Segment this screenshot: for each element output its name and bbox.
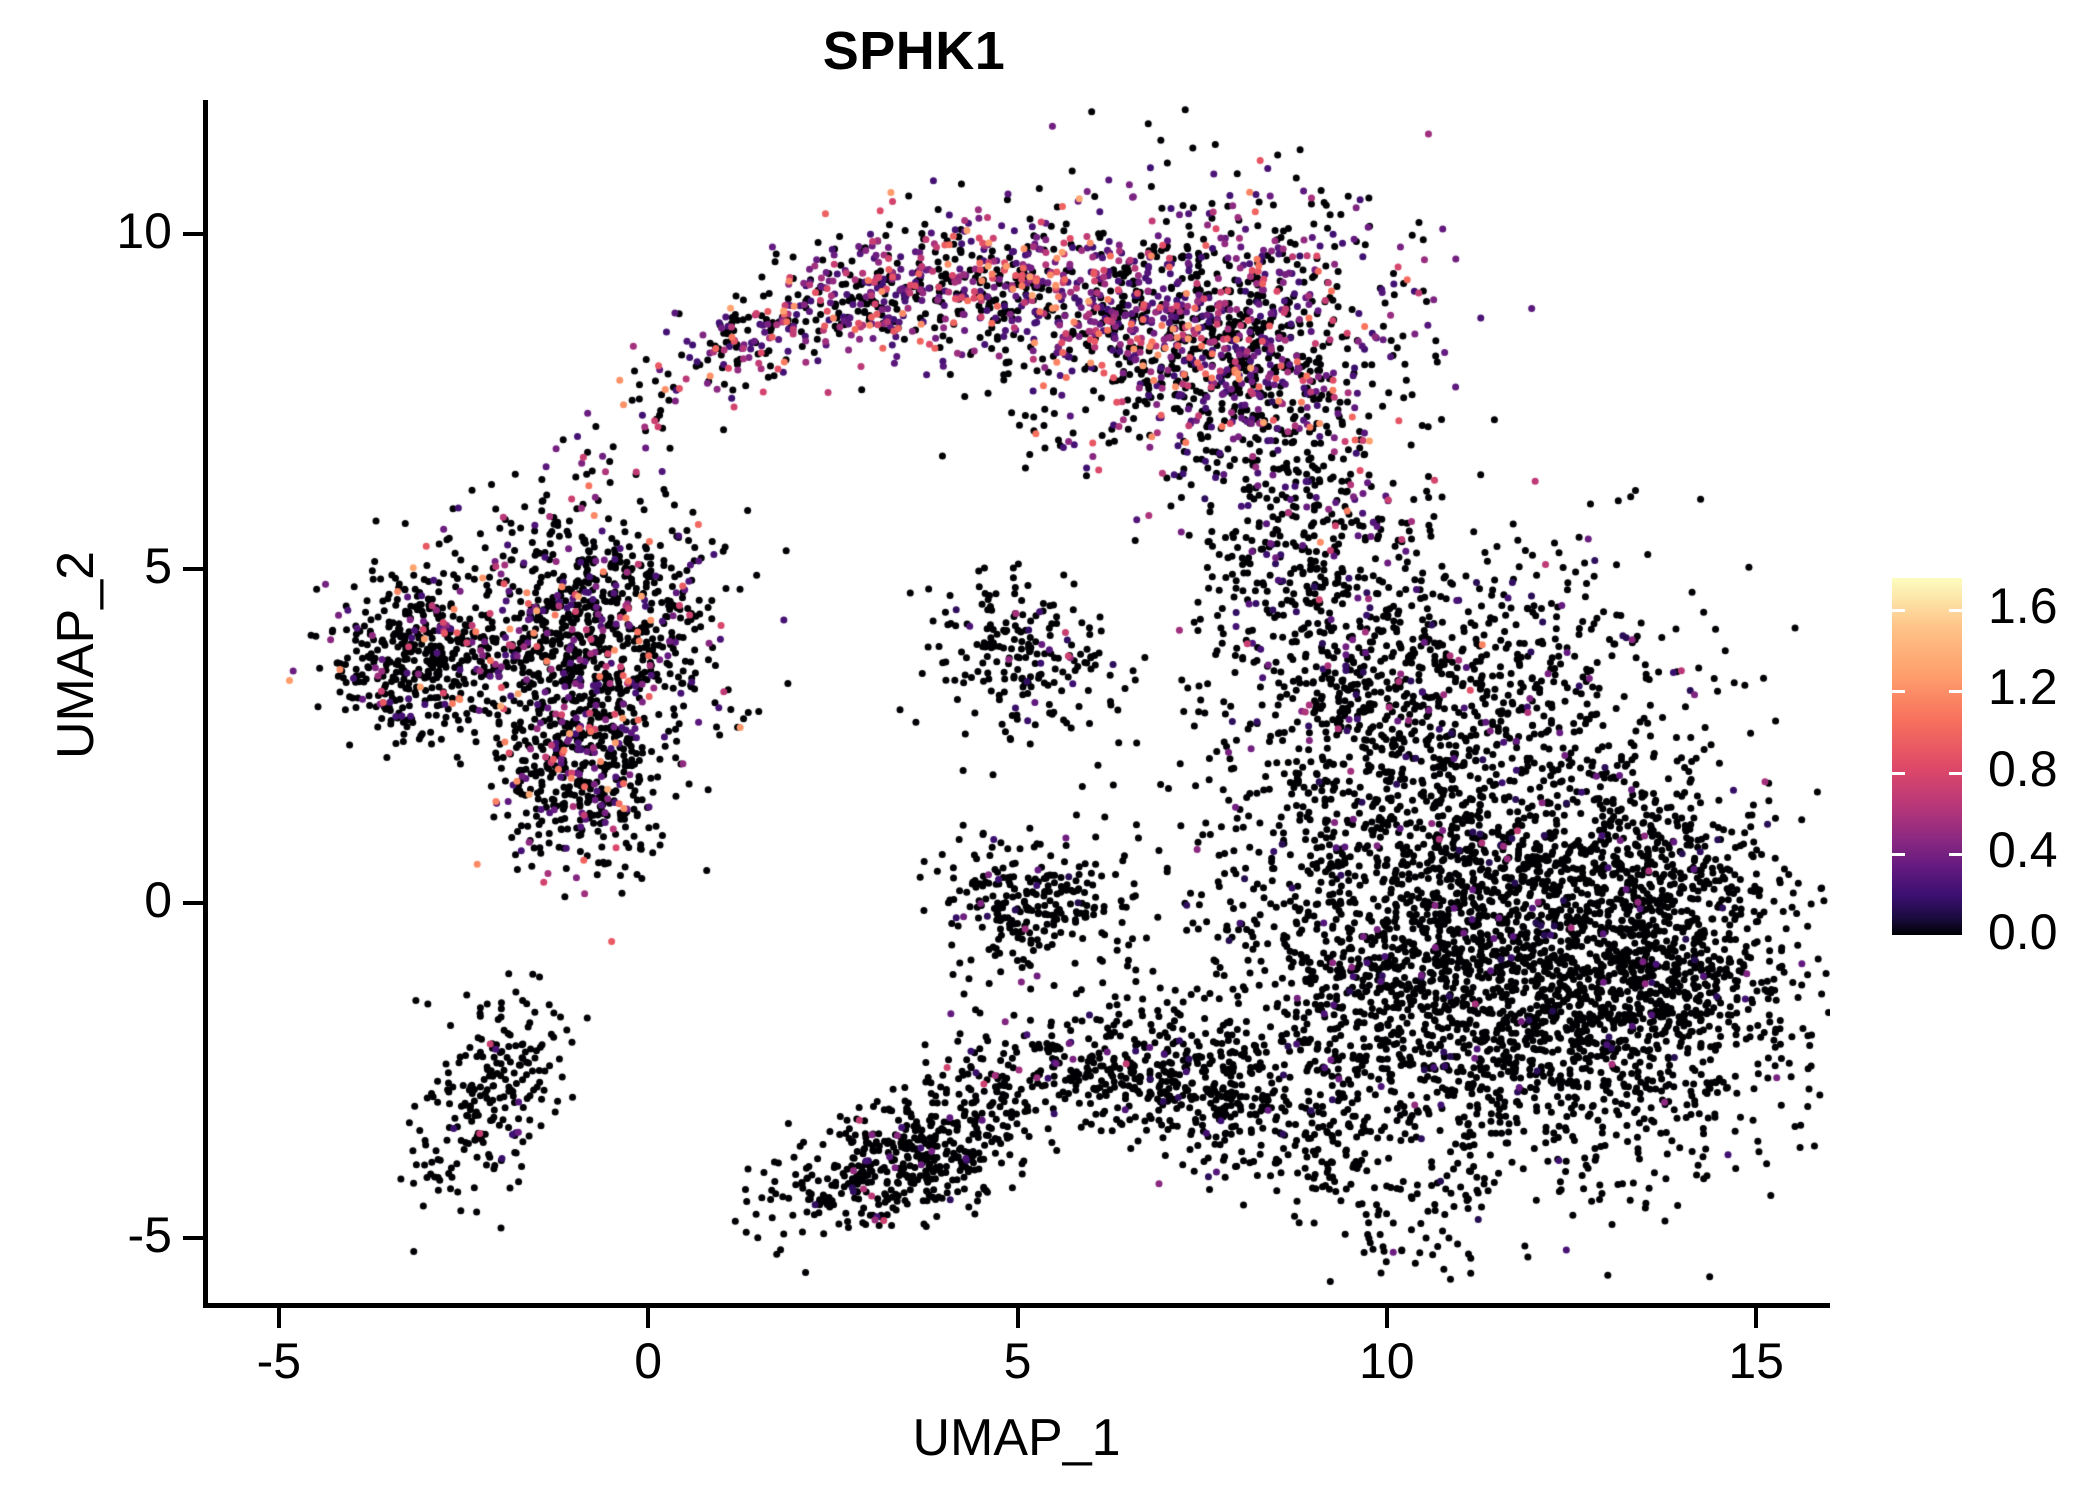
- colorbar-tick-mark: [1892, 771, 1905, 775]
- y-tick-label: 5: [144, 537, 172, 594]
- colorbar-tick-label: 0.4: [1988, 822, 2058, 879]
- y-tick-label: 10: [116, 202, 172, 259]
- colorbar-tick-mark: [1949, 853, 1962, 857]
- colorbar-tick-mark: [1892, 853, 1905, 857]
- y-tick-label: 0: [144, 872, 172, 929]
- x-tick-label: 0: [634, 1333, 663, 1389]
- scatter-plot-canvas: [205, 100, 1830, 1305]
- colorbar-tick-label: 0.0: [1988, 904, 2058, 960]
- colorbar-tick-mark: [1892, 690, 1905, 694]
- colorbar-tick-mark: [1949, 690, 1962, 694]
- colorbar-tick-label: 0.8: [1988, 740, 2058, 797]
- x-tick-label: 15: [1728, 1333, 1784, 1389]
- y-tick-mark: [183, 1236, 203, 1241]
- x-axis-title: UMAP_1: [912, 1409, 1121, 1467]
- y-axis-title: UMAP_2: [47, 550, 105, 760]
- x-axis-line: [203, 1303, 1830, 1308]
- y-tick-label: -5: [127, 1207, 172, 1264]
- colorbar-tick-mark: [1949, 935, 1962, 938]
- y-tick-mark: [183, 901, 203, 906]
- x-tick-label: -5: [256, 1333, 302, 1389]
- x-tick-mark: [276, 1308, 281, 1328]
- x-tick-mark: [646, 1308, 651, 1328]
- x-tick-mark: [1754, 1308, 1759, 1328]
- y-axis-line: [203, 100, 208, 1307]
- colorbar-tick-label: 1.6: [1988, 577, 2058, 634]
- y-tick-mark: [183, 231, 203, 236]
- x-tick-mark: [1384, 1308, 1389, 1328]
- y-tick-mark: [183, 566, 203, 571]
- x-tick-label: 5: [1003, 1333, 1032, 1389]
- page-title: SPHK1: [822, 21, 1006, 81]
- x-tick-label: 10: [1359, 1333, 1415, 1389]
- colorbar-tick-mark: [1949, 608, 1962, 612]
- colorbar-gradient: [1892, 578, 1962, 935]
- x-tick-mark: [1015, 1308, 1020, 1328]
- colorbar-tick-mark: [1892, 935, 1905, 938]
- colorbar-tick-label: 1.2: [1988, 659, 2058, 716]
- colorbar-tick-mark: [1892, 608, 1905, 612]
- colorbar-tick-mark: [1949, 771, 1962, 775]
